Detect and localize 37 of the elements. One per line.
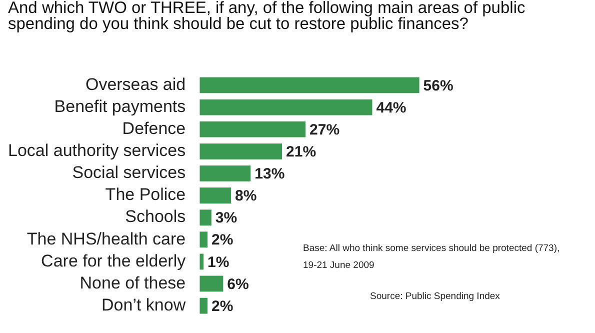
y-tick-label: Benefit payments: [54, 96, 186, 116]
bar: [200, 232, 208, 248]
y-tick-label: None of these: [80, 273, 186, 292]
bar: [200, 210, 212, 226]
chart-title: And which TWO or THREE, if any, of the following main areas of public spending do you think should be cut to restore public finances?: [8, 0, 526, 33]
y-tick-label: Don’t know: [102, 295, 186, 314]
y-tick-label: The NHS/health care: [26, 229, 186, 248]
bar: [200, 298, 208, 314]
y-tick-label: Care for the elderly: [41, 251, 186, 270]
data-label: 8%: [235, 188, 257, 205]
data-label: 27%: [310, 121, 340, 138]
data-label: 2%: [211, 298, 234, 315]
data-label: 44%: [376, 99, 406, 116]
bar: [200, 77, 420, 94]
y-tick-label: Defence: [122, 119, 186, 138]
y-tick-label: Overseas aid: [85, 74, 186, 94]
y-tick-label: Schools: [125, 207, 186, 226]
bar: [200, 188, 232, 204]
data-label: 56%: [423, 77, 454, 94]
y-tick-label: The Police: [105, 185, 186, 204]
annotation: Base: All who think some services should be protected (773),: [303, 243, 560, 254]
data-label: 6%: [227, 276, 249, 293]
bar: [200, 121, 306, 138]
bar: [200, 99, 372, 116]
annotation: 19-21 June 2009: [303, 260, 374, 271]
y-tick-label: Local authority services: [8, 141, 186, 160]
annotation: Source: Public Spending Index: [370, 291, 500, 302]
data-label: 1%: [208, 254, 230, 271]
data-label: 3%: [215, 210, 238, 227]
y-tick-label: Social services: [72, 163, 186, 182]
bar: [200, 254, 204, 270]
bar: [200, 276, 224, 292]
data-label: 21%: [286, 144, 316, 161]
data-label: 13%: [254, 166, 285, 183]
bar: [200, 166, 251, 182]
data-label: 2%: [211, 232, 234, 249]
bar: [200, 143, 282, 160]
